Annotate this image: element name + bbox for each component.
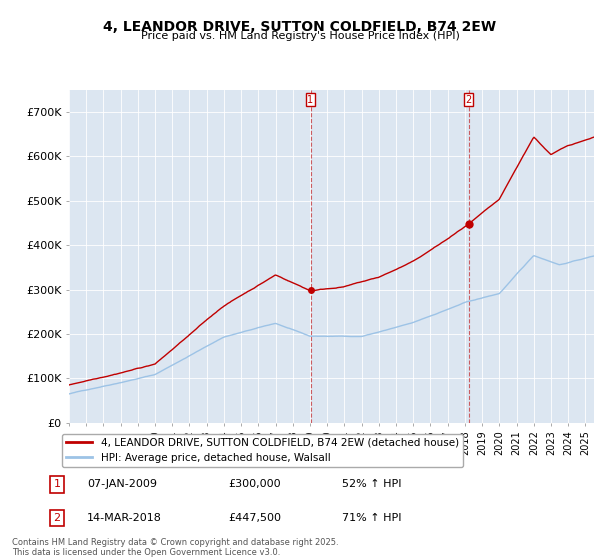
Text: 2: 2 bbox=[53, 513, 61, 523]
Text: 14-MAR-2018: 14-MAR-2018 bbox=[87, 513, 162, 523]
Text: 1: 1 bbox=[53, 479, 61, 489]
Text: £447,500: £447,500 bbox=[228, 513, 281, 523]
Text: 52% ↑ HPI: 52% ↑ HPI bbox=[342, 479, 401, 489]
Legend: 4, LEANDOR DRIVE, SUTTON COLDFIELD, B74 2EW (detached house), HPI: Average price: 4, LEANDOR DRIVE, SUTTON COLDFIELD, B74 … bbox=[62, 433, 463, 467]
Text: Contains HM Land Registry data © Crown copyright and database right 2025.
This d: Contains HM Land Registry data © Crown c… bbox=[12, 538, 338, 557]
Text: Price paid vs. HM Land Registry's House Price Index (HPI): Price paid vs. HM Land Registry's House … bbox=[140, 31, 460, 41]
Text: 1: 1 bbox=[307, 95, 314, 105]
Text: 4, LEANDOR DRIVE, SUTTON COLDFIELD, B74 2EW: 4, LEANDOR DRIVE, SUTTON COLDFIELD, B74 … bbox=[103, 20, 497, 34]
Text: £300,000: £300,000 bbox=[228, 479, 281, 489]
Text: 07-JAN-2009: 07-JAN-2009 bbox=[87, 479, 157, 489]
Text: 2: 2 bbox=[466, 95, 472, 105]
Text: 71% ↑ HPI: 71% ↑ HPI bbox=[342, 513, 401, 523]
